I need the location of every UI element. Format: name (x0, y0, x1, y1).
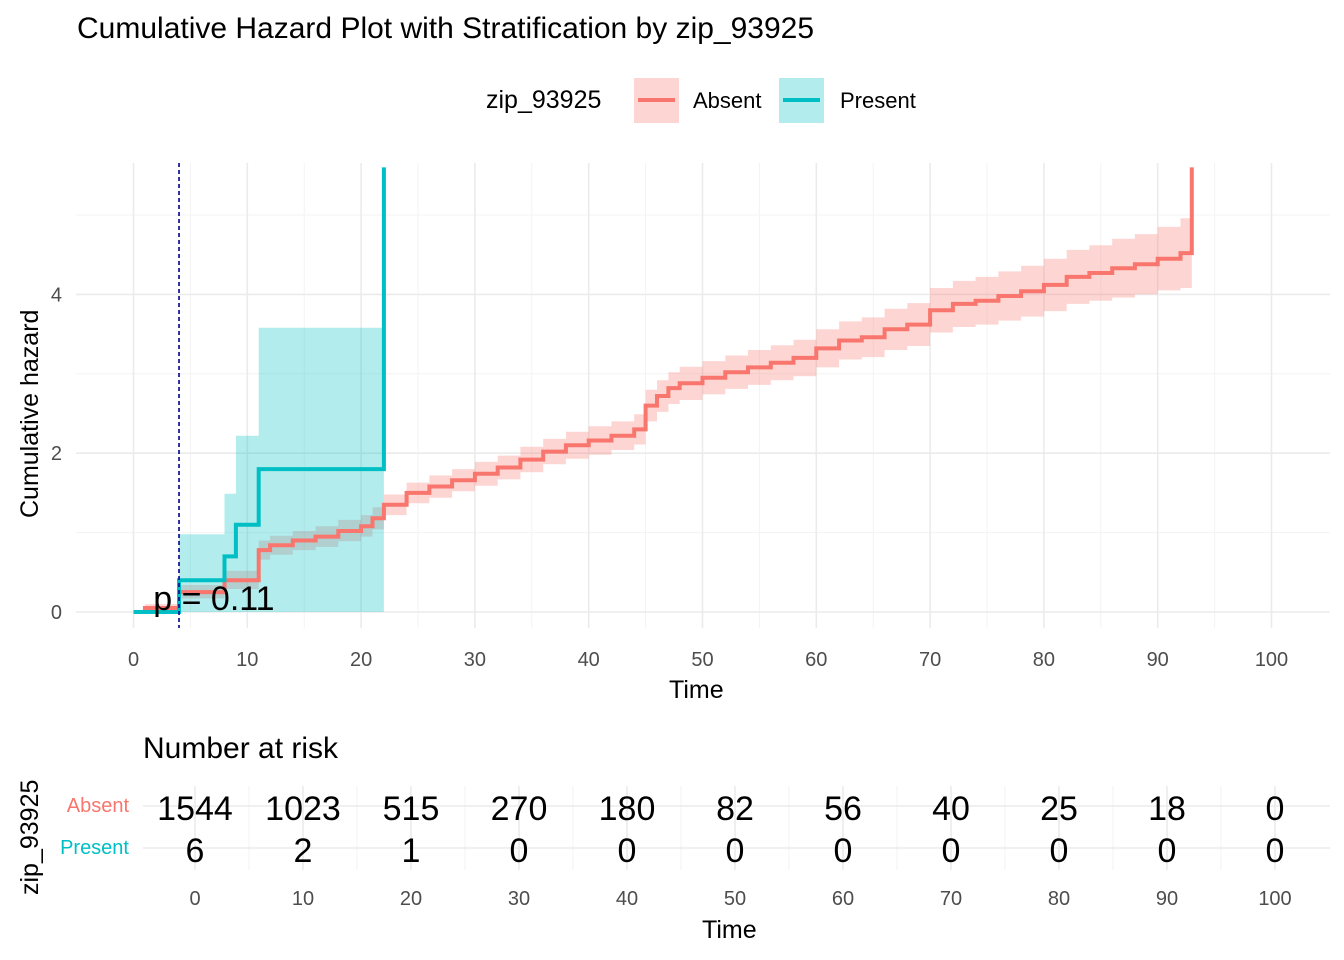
x-tick-label: 20 (350, 649, 372, 671)
legend-key-present (779, 78, 824, 123)
x-tick-label: 70 (919, 649, 941, 671)
risk-cell: 0 (1266, 832, 1285, 870)
x-tick-label: 90 (1147, 649, 1169, 671)
risk-cell: 56 (824, 790, 862, 828)
risk-cell: 0 (1050, 832, 1069, 870)
risk-x-tick-label: 30 (508, 888, 530, 910)
risk-x-tick-label: 60 (832, 888, 854, 910)
legend-line-absent (638, 98, 675, 102)
y-axis-label: Cumulative hazard (16, 309, 44, 518)
risk-cell: 25 (1040, 790, 1078, 828)
risk-cell: 0 (618, 832, 637, 870)
risk-cell: 515 (383, 790, 440, 828)
risk-cell: 0 (1158, 832, 1177, 870)
risk-cell: 2 (294, 832, 313, 870)
legend-label-present: Present (840, 88, 916, 113)
risk-cell: 0 (510, 832, 529, 870)
legend-title: zip_93925 (486, 86, 602, 114)
legend-label-absent: Absent (693, 88, 762, 113)
chart-title: Cumulative Hazard Plot with Stratificati… (77, 12, 815, 45)
legend-key-absent (634, 78, 679, 123)
x-axis-label: Time (669, 676, 724, 704)
x-tick-label: 10 (236, 649, 258, 671)
hazard-line-absent (133, 167, 1194, 614)
pvalue-annotation: p = 0.11 (153, 580, 274, 618)
risk-x-tick-label: 20 (400, 888, 422, 910)
risk-strata-label-present: Present (60, 837, 129, 859)
x-tick-label: 50 (691, 649, 713, 671)
risk-cell: 180 (599, 790, 656, 828)
risk-x-tick-label: 100 (1258, 888, 1291, 910)
risk-x-tick-label: 50 (724, 888, 746, 910)
risk-strata-label-absent: Absent (66, 795, 129, 817)
risk-table-tick-labels: 0 10 20 30 40 50 60 70 80 90 100 (189, 888, 1291, 910)
risk-table-title: Number at risk (143, 732, 339, 765)
risk-cell: 6 (186, 832, 205, 870)
legend-line-present (783, 98, 820, 102)
axis-tick-labels: 0 10 20 30 40 50 60 70 80 90 100 0 2 4 (51, 284, 1288, 671)
x-tick-label: 40 (578, 649, 600, 671)
confidence-bands (133, 218, 1192, 612)
risk-x-tick-label: 80 (1048, 888, 1070, 910)
y-tick-label: 4 (51, 284, 62, 306)
risk-x-tick-label: 10 (292, 888, 314, 910)
risk-table-x-label: Time (702, 916, 757, 944)
risk-x-tick-label: 90 (1156, 888, 1178, 910)
x-tick-label: 80 (1033, 649, 1055, 671)
pvalue-text: p = 0.11 (153, 580, 274, 618)
risk-table-grid (143, 786, 1330, 870)
risk-cell: 270 (491, 790, 548, 828)
x-tick-label: 0 (128, 649, 139, 671)
risk-cell: 40 (932, 790, 970, 828)
risk-cell: 82 (716, 790, 754, 828)
y-tick-label: 2 (51, 443, 62, 465)
risk-x-tick-label: 0 (189, 888, 200, 910)
grid-major (76, 163, 1330, 628)
risk-cell: 0 (1266, 790, 1285, 828)
ci-band-absent (133, 218, 1192, 612)
x-tick-label: 60 (805, 649, 827, 671)
y-tick-label: 0 (51, 602, 62, 624)
risk-cell: 0 (834, 832, 853, 870)
risk-x-tick-label: 70 (940, 888, 962, 910)
risk-cell: 0 (726, 832, 745, 870)
risk-cell: 0 (942, 832, 961, 870)
x-tick-label: 100 (1255, 649, 1288, 671)
risk-cell: 1544 (157, 790, 233, 828)
risk-cell: 18 (1148, 790, 1186, 828)
risk-x-tick-label: 40 (616, 888, 638, 910)
risk-cell: 1 (402, 832, 421, 870)
risk-cell: 1023 (265, 790, 341, 828)
risk-table-cells: 1544 1023 515 270 180 82 56 40 25 18 06 2 1 0 0 0 0 0 0 0 0 (157, 790, 1284, 870)
x-tick-label: 30 (464, 649, 486, 671)
